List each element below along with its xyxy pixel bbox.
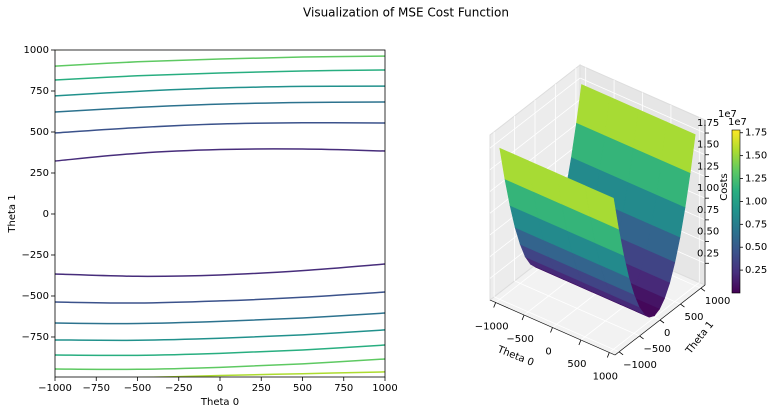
y-tick-label: 1000 xyxy=(24,45,49,56)
y-tick-label: −500 xyxy=(644,344,671,355)
x-tick-label: −250 xyxy=(165,383,192,394)
colorbar-tick-label: 1.00 xyxy=(745,196,767,207)
x-tick xyxy=(606,352,610,358)
contour-line xyxy=(133,371,385,377)
colorbar-tick-label: 0.25 xyxy=(745,265,767,276)
figure-title: Visualization of MSE Cost Function xyxy=(303,6,509,20)
colorbar-tick-label: 1.75 xyxy=(745,128,767,139)
y-tick-label: 0 xyxy=(43,209,49,220)
x-tick-label: 500 xyxy=(567,359,586,370)
y-tick-label: 500 xyxy=(684,312,703,323)
y-tick-label: 0 xyxy=(664,328,670,339)
z-tick-label: 1.00 xyxy=(697,183,719,194)
y-tick xyxy=(659,319,665,324)
z-tick-label: 0.25 xyxy=(697,248,719,259)
contour-line xyxy=(55,55,385,67)
colorbar-tick-label: 1.25 xyxy=(745,174,767,185)
contour-lines xyxy=(55,50,385,377)
x-tick-label: −1000 xyxy=(475,322,509,333)
contour-line xyxy=(55,329,385,342)
grid-line xyxy=(579,77,706,134)
contour-line xyxy=(55,312,385,325)
y-tick-label: −250 xyxy=(22,250,49,261)
x-tick xyxy=(493,302,497,308)
contour-line xyxy=(55,50,66,51)
x-tick-label: 1000 xyxy=(372,383,397,394)
colorbar xyxy=(731,129,741,294)
z-tick-label: 1.75 xyxy=(697,118,719,129)
y-tick-label: −1000 xyxy=(623,360,657,371)
x-tick-label: −750 xyxy=(83,383,110,394)
surface-patch xyxy=(584,185,619,230)
x-tick-label: 0 xyxy=(545,347,551,358)
contour-line xyxy=(55,69,385,81)
colorbar-tick-label: 0.50 xyxy=(745,242,767,253)
y-tick-label: 500 xyxy=(30,127,49,138)
y-tick-label: 1000 xyxy=(705,296,730,307)
contour-line xyxy=(55,85,385,97)
z-axis-label: Costs xyxy=(719,173,730,200)
contour-line xyxy=(55,344,385,357)
contour-line xyxy=(55,358,385,371)
x-tick xyxy=(521,314,525,321)
grid-line xyxy=(514,280,640,337)
y-tick-label: 750 xyxy=(30,86,49,97)
contour-line xyxy=(55,148,385,162)
x-tick-label: −500 xyxy=(124,383,151,394)
axes-frame xyxy=(54,49,386,378)
x-tick-label: 1000 xyxy=(593,372,618,383)
y-tick xyxy=(680,303,685,308)
y-axis-label: Theta 1 xyxy=(683,319,716,357)
z-tick-label: 0.50 xyxy=(697,227,719,238)
y-tick-label: −750 xyxy=(22,332,49,343)
z-offset: 1e7 xyxy=(718,109,737,120)
x-tick xyxy=(550,327,553,333)
contour-line xyxy=(55,101,385,113)
z-tick-label: 1.50 xyxy=(697,140,719,151)
colorbar-offset: 1e7 xyxy=(728,117,747,128)
x-tick-label: 0 xyxy=(217,383,223,394)
x-axis-label: Theta 0 xyxy=(495,344,535,369)
y-axis-label: Theta 1 xyxy=(7,194,18,233)
x-tick xyxy=(578,339,582,346)
y-tick xyxy=(618,351,624,356)
surface xyxy=(499,84,696,318)
x-tick-label: −500 xyxy=(506,334,533,345)
grid-line xyxy=(493,296,620,353)
y-tick xyxy=(700,287,706,292)
colorbar-tick-label: 0.75 xyxy=(745,219,767,230)
x-axis-label: Theta 0 xyxy=(200,397,239,408)
z-tick-label: 0.75 xyxy=(697,205,719,216)
y-tick-label: −500 xyxy=(22,291,49,302)
x-tick-label: 250 xyxy=(252,383,271,394)
y-tick xyxy=(639,335,644,340)
contour-line xyxy=(55,263,385,278)
x-tick-label: −1000 xyxy=(38,383,72,394)
x-tick-label: 750 xyxy=(334,383,353,394)
grid-line xyxy=(489,77,581,149)
y-tick-label: 250 xyxy=(30,168,49,179)
contour-line xyxy=(55,122,385,134)
contour-line xyxy=(55,291,385,304)
colorbar-tick-label: 1.50 xyxy=(745,151,767,162)
x-tick-label: 500 xyxy=(293,383,312,394)
z-tick-label: 1.25 xyxy=(697,161,719,172)
